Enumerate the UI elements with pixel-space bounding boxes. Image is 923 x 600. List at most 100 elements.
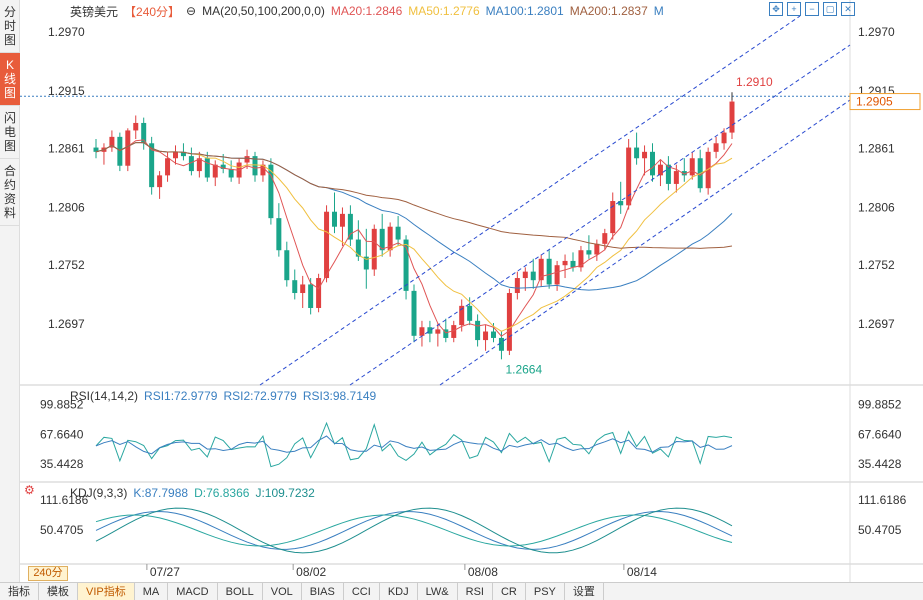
candle-body xyxy=(705,151,711,189)
candle-body xyxy=(228,168,234,178)
candle-body xyxy=(610,201,616,234)
candle-body xyxy=(650,151,655,176)
kline-chart[interactable]: 1.29701.29701.29151.29151.28611.28611.28… xyxy=(20,0,923,582)
candle-body xyxy=(475,320,481,341)
candle-body xyxy=(180,151,186,157)
window-icon[interactable]: ▢ xyxy=(823,2,837,16)
candle-body xyxy=(713,143,719,152)
candle-body xyxy=(491,331,496,338)
candle-body xyxy=(483,331,489,341)
indicator-tab-1[interactable]: 模板 xyxy=(39,583,78,600)
candle-body xyxy=(212,164,218,178)
candle-body xyxy=(522,271,528,279)
kdj-legend: KDJ(9,3,3) K:87.7988 D:76.8366 J:109.723… xyxy=(70,486,315,500)
ma-more[interactable]: M xyxy=(653,4,664,18)
period-selector[interactable]: 240分 xyxy=(28,566,68,581)
candle-body xyxy=(371,228,377,270)
candle-body xyxy=(196,158,202,172)
candle-body xyxy=(204,158,210,178)
price-axis-label-left: 1.2861 xyxy=(48,142,85,156)
candle-body xyxy=(618,201,624,206)
ma200-value: MA200:1.2837 xyxy=(569,4,648,18)
price-axis-label-left: 1.2697 xyxy=(48,317,85,331)
ma50-value: MA50:1.2776 xyxy=(408,4,480,18)
zoom-in-icon[interactable]: + xyxy=(787,2,801,16)
candle-body xyxy=(435,329,441,334)
indicator-tab-5[interactable]: BOLL xyxy=(218,583,263,600)
ma200-line xyxy=(95,142,733,249)
kdj-j-line xyxy=(95,507,733,554)
zoom-out-icon[interactable]: − xyxy=(805,2,819,16)
indicator-tab-14[interactable]: 设置 xyxy=(565,583,604,600)
candle-body xyxy=(387,226,393,251)
candle-body xyxy=(578,250,584,268)
candle-body xyxy=(355,239,361,257)
rsi1-value: RSI1:72.9779 xyxy=(144,389,218,403)
indicator-tab-13[interactable]: PSY xyxy=(526,583,565,600)
candle-body xyxy=(570,260,576,268)
candle-body xyxy=(220,164,226,169)
chart-area[interactable]: 1.2970 1.2970 1.2915 1.2915 1.2861 1.2861 1.28… xyxy=(20,0,923,582)
indicator-tab-6[interactable]: VOL xyxy=(263,583,302,600)
indicator-tab-4[interactable]: MACD xyxy=(168,583,218,600)
ma-params: MA(20,50,100,200,0,0) xyxy=(202,4,325,18)
candle-body xyxy=(554,265,560,285)
candle-body xyxy=(109,136,115,148)
indicator-tab-10[interactable]: LW& xyxy=(418,583,458,600)
price-axis-label-left: 1.2752 xyxy=(48,258,85,272)
candle-body xyxy=(292,280,298,294)
rsi1-line xyxy=(95,421,733,468)
move-icon[interactable]: ✥ xyxy=(769,2,783,16)
date-label: 07/27 xyxy=(150,565,180,579)
candle-body xyxy=(467,305,473,321)
side-tab-0[interactable]: 分时图 xyxy=(0,0,20,53)
candle-body xyxy=(379,228,385,251)
close-icon[interactable]: ✕ xyxy=(841,2,855,16)
candle-body xyxy=(626,147,632,206)
side-tab-3[interactable]: 合约资料 xyxy=(0,159,20,226)
candle-body xyxy=(546,258,552,285)
indicator-tab-11[interactable]: RSI xyxy=(458,583,493,600)
high-annotation: 1.2910 xyxy=(736,75,773,89)
settings-icon[interactable]: ⊖ xyxy=(186,4,197,18)
candle-body xyxy=(514,278,520,294)
indicator-tab-12[interactable]: CR xyxy=(493,583,526,600)
candle-body xyxy=(506,293,512,351)
candle-body xyxy=(125,130,131,166)
channel-upper xyxy=(259,15,801,386)
side-tab-2[interactable]: 闪电图 xyxy=(0,106,20,159)
channel-lower xyxy=(439,99,851,386)
candle-body xyxy=(634,147,640,159)
rsi-axis-label-left: 35.4428 xyxy=(40,457,84,471)
candle-body xyxy=(157,175,163,188)
rsi-axis-label: 35.4428 xyxy=(858,457,902,471)
indicator-tab-9[interactable]: KDJ xyxy=(380,583,418,600)
indicator-tab-2[interactable]: VIP指标 xyxy=(78,583,135,600)
candle-body xyxy=(276,218,282,251)
candle-body xyxy=(339,213,345,227)
candle-body xyxy=(133,122,139,131)
candle-body xyxy=(93,147,99,152)
candle-body xyxy=(673,171,679,184)
kdj-d-value: D:76.8366 xyxy=(194,486,250,500)
indicator-tab-0[interactable]: 指标 xyxy=(0,583,39,600)
candle-body xyxy=(284,250,290,281)
candle-body xyxy=(268,164,274,219)
indicator-tab-3[interactable]: MA xyxy=(135,583,169,600)
indicator-tab-7[interactable]: BIAS xyxy=(302,583,344,600)
symbol-label: 英镑美元 xyxy=(70,4,119,19)
indicator-tab-8[interactable]: CCI xyxy=(344,583,380,600)
candle-body xyxy=(642,151,648,159)
candle-body xyxy=(188,156,194,172)
last-price-box xyxy=(849,93,921,111)
candle-body xyxy=(665,164,671,184)
candle-body xyxy=(173,151,178,159)
ma100-value: MA100:1.2801 xyxy=(485,4,564,18)
candle-body xyxy=(459,305,465,326)
candle-body xyxy=(530,271,536,281)
kdj-k-value: K:87.7988 xyxy=(133,486,189,500)
kdj-d-line xyxy=(95,514,733,547)
kdj-k-line xyxy=(95,511,733,550)
